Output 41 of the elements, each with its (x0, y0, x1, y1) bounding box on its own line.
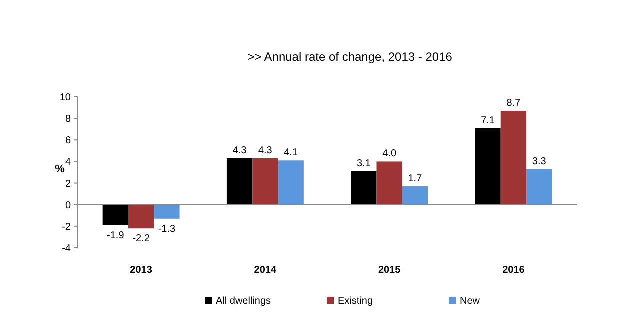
bar (402, 186, 428, 205)
data-label: 8.7 (506, 98, 522, 110)
legend-label: Existing (338, 296, 374, 307)
y-tick-label: 2 (65, 178, 72, 190)
data-label: 7.1 (481, 115, 496, 126)
y-tick-label: -2 (62, 222, 72, 233)
y-tick-label: 0 (65, 200, 72, 212)
data-label: 4.1 (284, 148, 298, 159)
data-label: -1.9 (107, 230, 125, 242)
data-label: 3.3 (532, 156, 547, 168)
bar (526, 169, 552, 205)
data-label: -1.3 (158, 224, 176, 235)
data-label: 4.3 (232, 145, 248, 156)
data-label: 3.1 (356, 158, 372, 170)
bar (102, 204, 128, 226)
x-tick-label: 2013 (130, 265, 153, 276)
data-label: -2.2 (132, 234, 150, 245)
legend-label: New (460, 296, 481, 307)
bar (252, 158, 278, 205)
x-tick-label: 2016 (502, 265, 526, 276)
bar (376, 162, 402, 205)
bar (278, 160, 304, 205)
y-tick-label: -4 (62, 244, 72, 254)
bar (500, 111, 527, 205)
data-label: 1.7 (408, 174, 423, 185)
y-axis-title: % (55, 164, 66, 176)
y-tick-label: 8 (65, 114, 72, 126)
y-tick-label: 4 (65, 157, 72, 168)
bar (475, 128, 501, 205)
bar (128, 204, 154, 229)
bar (226, 158, 253, 205)
legend-label: All dwellings (216, 296, 272, 307)
data-label: 4.3 (258, 145, 273, 156)
y-tick-label: 10 (60, 92, 72, 104)
data-label: 4.0 (382, 148, 397, 160)
chart-title: >> Annual rate of change, 2013 - 2016 (248, 50, 453, 64)
x-tick-label: 2015 (378, 265, 402, 276)
y-tick-label: 6 (65, 136, 72, 147)
bar (154, 204, 180, 219)
x-tick-label: 2014 (254, 265, 277, 276)
bar (351, 171, 377, 205)
